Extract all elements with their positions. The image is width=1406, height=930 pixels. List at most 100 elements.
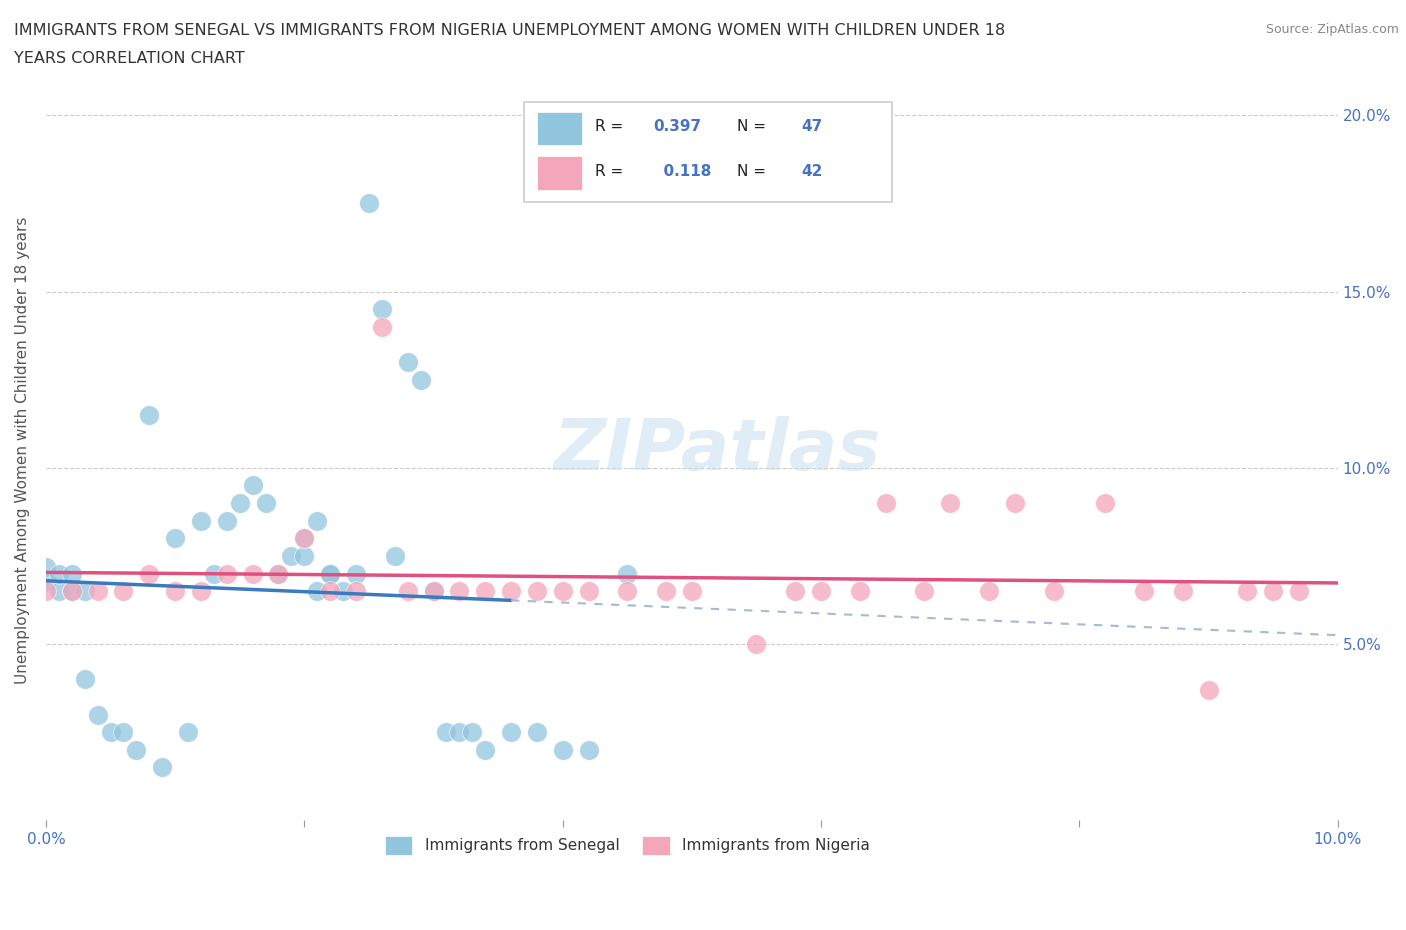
Point	[150, 760, 173, 775]
Text: YEARS CORRELATION CHART: YEARS CORRELATION CHART	[14, 51, 245, 66]
Point	[292, 531, 315, 546]
Legend: Immigrants from Senegal, Immigrants from Nigeria: Immigrants from Senegal, Immigrants from…	[378, 830, 876, 861]
Point	[307, 513, 329, 528]
Point	[1198, 683, 1220, 698]
Point	[1042, 584, 1064, 599]
Point	[125, 742, 148, 757]
Point	[73, 584, 96, 599]
Point	[526, 724, 548, 739]
Point	[215, 513, 238, 528]
Point	[86, 584, 108, 599]
Text: 0.397: 0.397	[654, 119, 702, 134]
Text: R =: R =	[595, 164, 623, 179]
Point	[60, 584, 83, 599]
Text: Source: ZipAtlas.com: Source: ZipAtlas.com	[1265, 23, 1399, 36]
Point	[319, 566, 342, 581]
Point	[307, 584, 329, 599]
Text: 0.118: 0.118	[654, 164, 711, 179]
Point	[1004, 496, 1026, 511]
Point	[912, 584, 935, 599]
Point	[280, 549, 302, 564]
Point	[474, 742, 496, 757]
Point	[319, 584, 342, 599]
Text: 42: 42	[801, 164, 823, 179]
Point	[332, 584, 354, 599]
Point	[215, 566, 238, 581]
Point	[371, 301, 394, 316]
Point	[551, 742, 574, 757]
FancyBboxPatch shape	[537, 112, 582, 145]
Point	[745, 637, 768, 652]
Point	[1133, 584, 1156, 599]
Point	[60, 566, 83, 581]
Point	[165, 584, 187, 599]
Point	[344, 566, 367, 581]
Point	[344, 584, 367, 599]
Point	[100, 724, 122, 739]
Text: IMMIGRANTS FROM SENEGAL VS IMMIGRANTS FROM NIGERIA UNEMPLOYMENT AMONG WOMEN WITH: IMMIGRANTS FROM SENEGAL VS IMMIGRANTS FR…	[14, 23, 1005, 38]
Point	[242, 478, 264, 493]
Point	[422, 584, 444, 599]
Point	[681, 584, 703, 599]
Point	[1094, 496, 1116, 511]
Point	[849, 584, 872, 599]
Point	[73, 671, 96, 686]
Point	[48, 566, 70, 581]
Point	[1236, 584, 1258, 599]
Point	[655, 584, 678, 599]
Point	[112, 724, 135, 739]
Point	[578, 742, 600, 757]
Point	[292, 549, 315, 564]
Point	[616, 584, 638, 599]
Point	[1263, 584, 1285, 599]
Point	[35, 559, 58, 574]
Point	[396, 354, 419, 369]
Point	[138, 566, 160, 581]
Point	[60, 584, 83, 599]
Point	[35, 573, 58, 588]
FancyBboxPatch shape	[524, 102, 891, 202]
Point	[292, 531, 315, 546]
Point	[461, 724, 484, 739]
Point	[177, 724, 200, 739]
Point	[112, 584, 135, 599]
Point	[449, 584, 471, 599]
Point	[319, 566, 342, 581]
Y-axis label: Unemployment Among Women with Children Under 18 years: Unemployment Among Women with Children U…	[15, 217, 30, 684]
Point	[384, 549, 406, 564]
Text: ZIPatlas: ZIPatlas	[554, 416, 882, 485]
Point	[267, 566, 290, 581]
Point	[785, 584, 807, 599]
Point	[1171, 584, 1194, 599]
Point	[499, 584, 522, 599]
Point	[229, 496, 252, 511]
Point	[526, 584, 548, 599]
Point	[396, 584, 419, 599]
Point	[810, 584, 832, 599]
Point	[449, 724, 471, 739]
Point	[409, 372, 432, 387]
Point	[616, 566, 638, 581]
Point	[138, 407, 160, 422]
Point	[357, 196, 380, 211]
FancyBboxPatch shape	[537, 156, 582, 190]
Point	[267, 566, 290, 581]
Point	[939, 496, 962, 511]
Point	[371, 319, 394, 334]
Point	[1288, 584, 1310, 599]
Point	[35, 584, 58, 599]
Text: R =: R =	[595, 119, 623, 134]
Point	[202, 566, 225, 581]
Point	[422, 584, 444, 599]
Point	[48, 584, 70, 599]
Point	[242, 566, 264, 581]
Point	[254, 496, 277, 511]
Text: N =: N =	[737, 164, 766, 179]
Point	[551, 584, 574, 599]
Point	[499, 724, 522, 739]
Point	[190, 584, 212, 599]
Text: 47: 47	[801, 119, 823, 134]
Point	[190, 513, 212, 528]
Point	[86, 707, 108, 722]
Text: N =: N =	[737, 119, 766, 134]
